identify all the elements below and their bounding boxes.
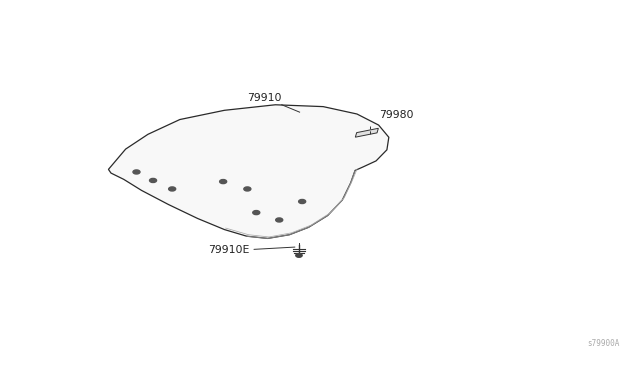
Bar — [163, 126, 222, 150]
Circle shape — [276, 218, 283, 222]
Bar — [163, 154, 195, 173]
Text: s79900A: s79900A — [587, 340, 620, 349]
Bar — [242, 200, 277, 212]
Text: 79910E: 79910E — [209, 244, 250, 254]
Ellipse shape — [177, 164, 202, 177]
Bar — [297, 215, 315, 225]
Polygon shape — [355, 128, 378, 137]
Bar — [219, 181, 237, 191]
Bar — [355, 133, 384, 149]
Circle shape — [150, 179, 157, 183]
Ellipse shape — [182, 167, 197, 174]
Circle shape — [299, 199, 306, 203]
Circle shape — [244, 187, 251, 191]
Bar — [284, 175, 317, 193]
Bar — [221, 153, 241, 164]
Bar — [362, 139, 378, 145]
Circle shape — [133, 170, 140, 174]
Bar — [173, 131, 212, 145]
Bar — [227, 190, 291, 222]
Circle shape — [169, 187, 175, 191]
Text: 79910: 79910 — [246, 93, 281, 103]
Polygon shape — [108, 105, 389, 238]
Bar — [246, 150, 289, 174]
Text: 79980: 79980 — [379, 110, 413, 120]
Bar — [278, 221, 300, 232]
Circle shape — [220, 180, 227, 184]
Bar — [259, 131, 282, 144]
Circle shape — [253, 211, 260, 215]
Circle shape — [296, 254, 302, 257]
